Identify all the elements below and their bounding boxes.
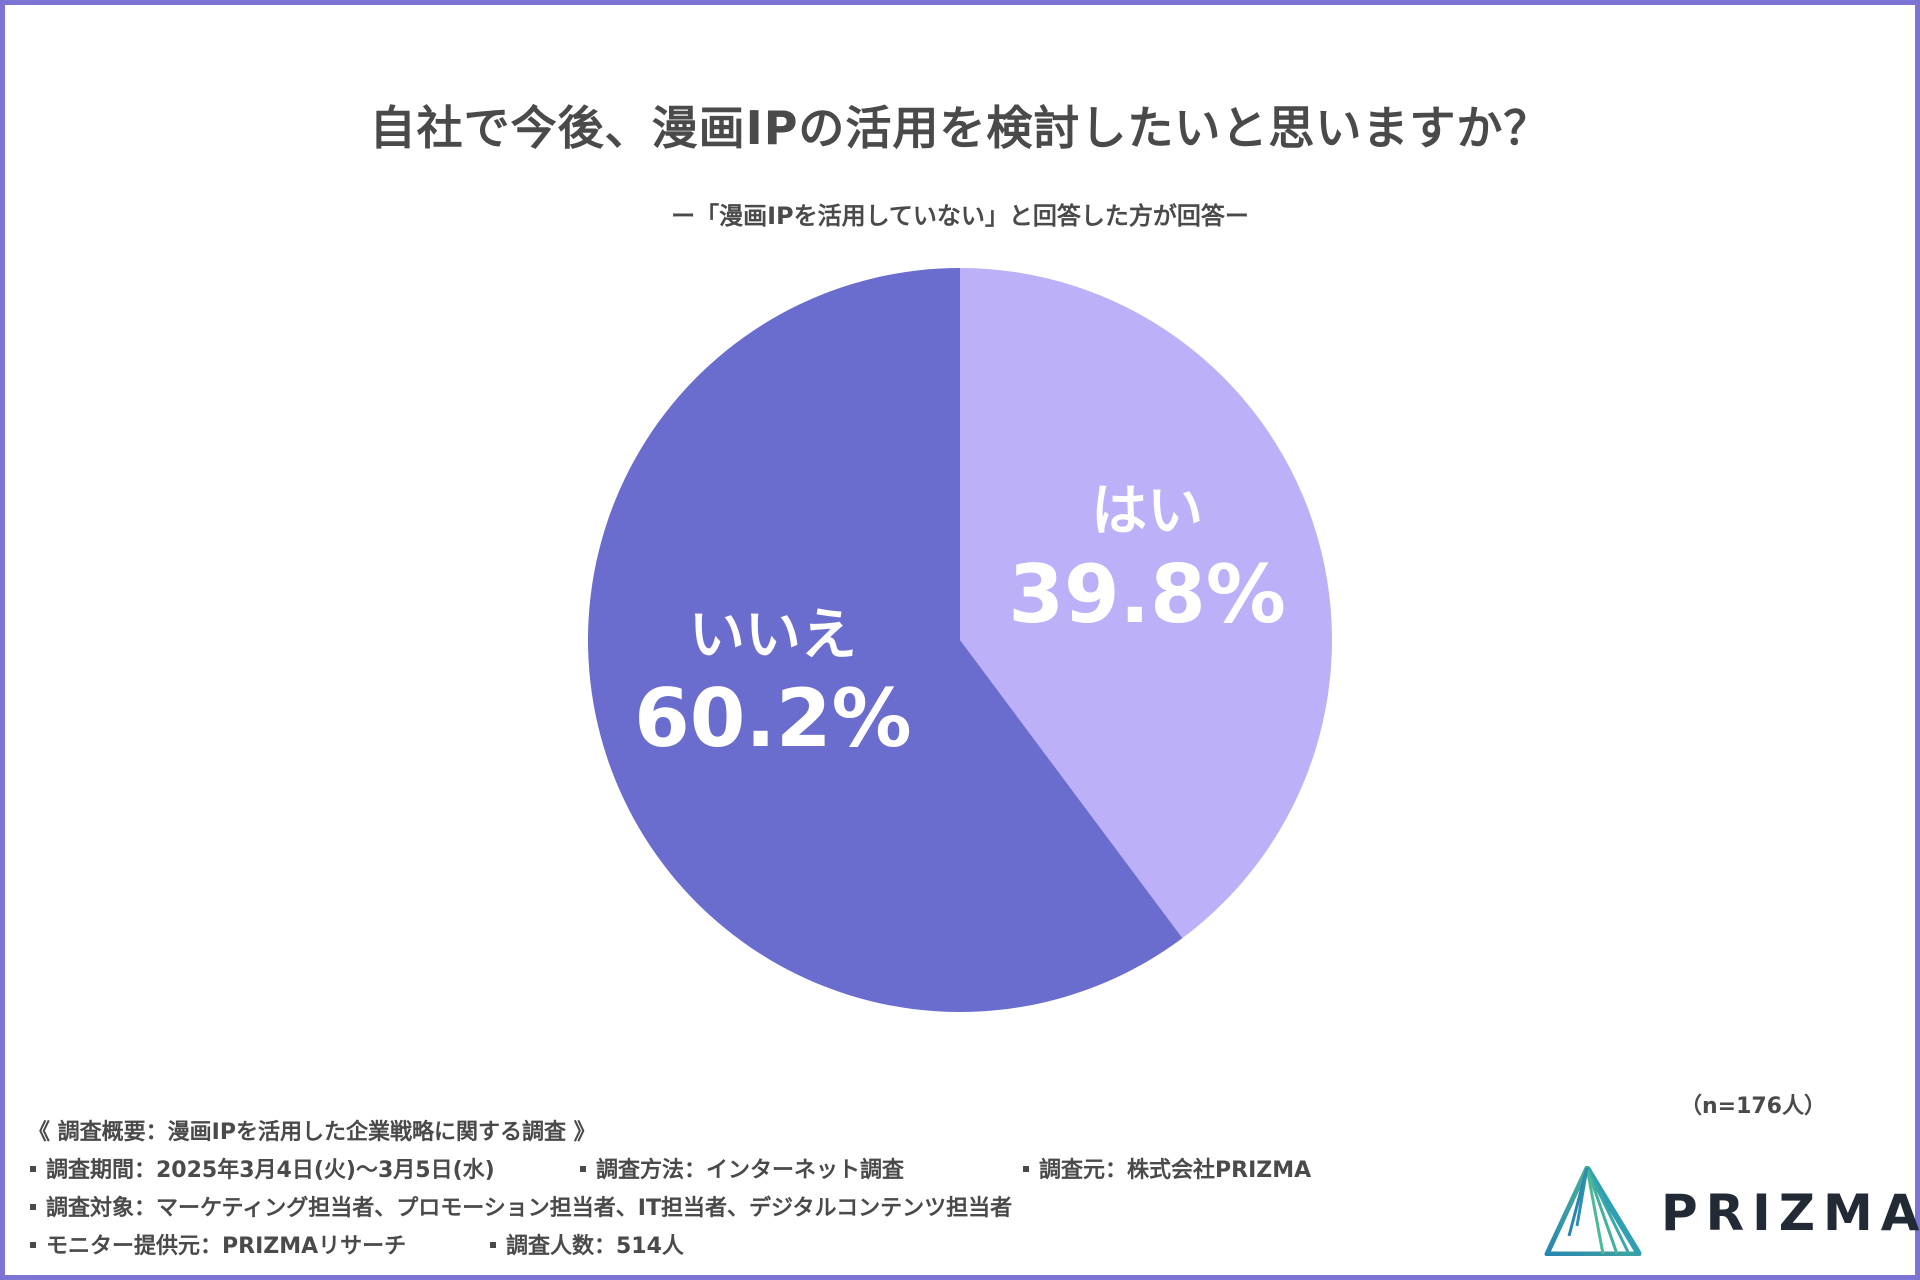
slice-value-label: 60.2% [634, 672, 912, 765]
bullet-icon [30, 1166, 36, 1172]
prizma-logo: PRIZMA [1543, 1165, 1919, 1257]
survey-target: 調査対象：マーケティング担当者、プロモーション担当者、IT担当者、デジタルコンテ… [46, 1196, 1013, 1221]
survey-period-item: 調査期間：2025年3月4日(火)〜3月5日(水) [28, 1152, 578, 1190]
bullet-icon [1023, 1166, 1029, 1172]
bullet-icon [490, 1242, 496, 1248]
logo-text: PRIZMA [1661, 1184, 1920, 1242]
survey-source: 調査元：株式会社PRIZMA [1039, 1158, 1312, 1183]
survey-monitor: モニター提供元：PRIZMAリサーチ [46, 1234, 407, 1259]
slice-value-label: 39.8% [1008, 548, 1286, 641]
survey-method-item: 調査方法：インターネット調査 [578, 1152, 1021, 1190]
survey-source-item: 調査元：株式会社PRIZMA [1021, 1152, 1311, 1190]
survey-method: 調査方法：インターネット調査 [596, 1158, 905, 1183]
survey-respondents: 調査人数：514人 [506, 1234, 684, 1259]
pie-slice-yes [960, 268, 1332, 939]
prism-triangle-icon [1544, 1165, 1642, 1257]
survey-monitor-item: モニター提供元：PRIZMAリサーチ [28, 1228, 488, 1266]
survey-respondents-item: 調査人数：514人 [488, 1228, 684, 1266]
survey-period: 調査期間：2025年3月4日(火)〜3月5日(水) [46, 1158, 495, 1183]
survey-overview: 《 調査概要：漫画IPを活用した企業戦略に関する調査 》 調査期間：2025年3… [28, 1114, 1311, 1266]
slice-label: いいえ [689, 603, 857, 668]
chart-title: 自社で今後、漫画IPの活用を検討したいと思いますか？ [369, 101, 1551, 155]
survey-heading: 《 調査概要：漫画IPを活用した企業戦略に関する調査 》 [28, 1120, 596, 1145]
bullet-icon [30, 1204, 36, 1210]
pie-slice-no [588, 268, 1183, 1012]
chart-subtitle: ー「漫画IPを活用していない」と回答した方が回答ー [671, 202, 1249, 230]
bullet-icon [30, 1242, 36, 1248]
sample-size: （n=176人） [1679, 1094, 1826, 1119]
slice-label: はい [1091, 479, 1203, 544]
bullet-icon [580, 1166, 586, 1172]
